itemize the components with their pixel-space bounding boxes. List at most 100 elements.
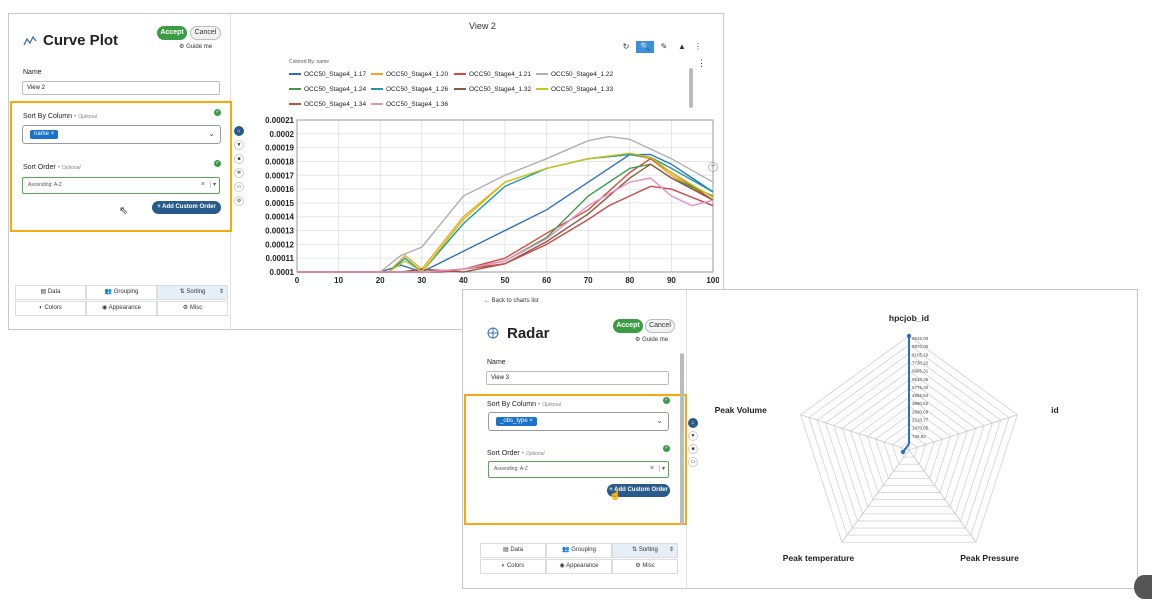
caret-down-icon[interactable]: ▾: [209, 181, 216, 188]
sort-column-chip[interactable]: name ×: [30, 130, 59, 139]
chevron-down-icon[interactable]: ⌄: [656, 416, 663, 425]
guide-me-link[interactable]: ⚙ Guide me: [635, 336, 668, 343]
sort-column-select[interactable]: name × ⌄: [22, 125, 221, 144]
radar-scale-label: 8105,10: [912, 352, 929, 357]
tab-colors[interactable]: ◐ Colors: [480, 559, 546, 574]
series-line: [297, 163, 714, 273]
legend-menu-icon[interactable]: ⋮: [697, 58, 706, 68]
x-tick-label: 40: [459, 276, 468, 285]
guide-me-label: Guide me: [186, 44, 213, 50]
curve-plot-window: Curve Plot Accept Cancel ⚙ Guide me Name…: [8, 13, 724, 330]
x-tick-label: 10: [334, 276, 343, 285]
radar-axis: [908, 414, 1018, 451]
name-label: Name: [487, 359, 506, 366]
triangle-icon[interactable]: ▲: [678, 42, 686, 51]
radar-scale-label: 2210,77: [912, 418, 929, 423]
refresh-icon[interactable]: ↻: [622, 42, 630, 51]
tab-colors[interactable]: ◐ Colors: [15, 301, 86, 316]
tab-grouping[interactable]: 👥 Grouping: [546, 543, 612, 558]
y-tick-label: 0.00015: [265, 199, 294, 208]
radar-icon: [487, 326, 499, 344]
tab-sorting[interactable]: ⇅ Sorting ⇕: [157, 285, 228, 300]
square-icon[interactable]: ■: [234, 154, 244, 164]
radar-axis-label: Peak temperature: [783, 553, 855, 563]
x-tick-label: 70: [584, 276, 593, 285]
radar-scale-label: 8870,00: [912, 344, 929, 349]
document-icon[interactable]: ▭: [688, 457, 698, 467]
chip-remove-icon: ×: [50, 131, 55, 137]
filter-icon[interactable]: ▼: [688, 431, 698, 441]
radar-scale-label: 4955,54: [912, 393, 929, 398]
x-tick-label: 20: [376, 276, 385, 285]
pen-icon[interactable]: ✎: [660, 42, 668, 51]
square-icon[interactable]: ■: [688, 444, 698, 454]
gear-icon: ⚙: [635, 563, 641, 569]
tab-data[interactable]: ▤ Data: [480, 543, 546, 558]
sort-column-check-icon: ✓: [214, 109, 221, 116]
cancel-button[interactable]: Cancel: [190, 26, 221, 40]
zoom-icon[interactable]: 🔍: [636, 41, 654, 53]
radar-ring: [858, 396, 960, 493]
tab-grouping[interactable]: 👥 Grouping: [86, 285, 157, 300]
add-custom-order-button[interactable]: + Add Custom Order: [607, 484, 670, 497]
caret-down-icon[interactable]: ▾: [658, 465, 665, 472]
clear-icon[interactable]: ×: [649, 465, 654, 472]
chevron-down-icon[interactable]: ⌄: [208, 129, 215, 138]
legend-item: OCC50_Stage4_1.24: [289, 86, 366, 93]
filter-icon[interactable]: ▼: [234, 140, 244, 150]
accept-button[interactable]: Accept: [613, 319, 643, 333]
sort-order-select[interactable]: Ascending: A-Z × ▾: [488, 461, 669, 478]
y-tick-label: 0.00021: [265, 116, 294, 125]
radar-point: [900, 449, 906, 455]
y-tick-label: 0.0002: [270, 130, 295, 139]
settings-icon[interactable]: ✲: [234, 168, 244, 178]
clear-icon[interactable]: ×: [200, 181, 205, 188]
home-icon[interactable]: ⌂: [688, 418, 698, 428]
radar-sidebar: ⌂ ▼ ■ ▭: [688, 418, 700, 474]
legend-scrollbar[interactable]: [689, 68, 693, 108]
tab-data[interactable]: ▤ Data: [15, 285, 86, 300]
guide-me-link[interactable]: ⚙ Guide me: [179, 43, 212, 50]
panel-scrollbar[interactable]: [680, 353, 684, 525]
radar-ring: [816, 353, 1002, 529]
name-input[interactable]: View 2: [22, 81, 220, 95]
gear-small-icon[interactable]: ⚙: [234, 196, 244, 206]
radar-axis-label: id: [1051, 405, 1059, 415]
line-chart[interactable]: 0 10 20 30 40 50 60 70 80 90 100 0.00021 0.0002 0.000…: [249, 114, 719, 294]
back-link[interactable]: ← Back to charts list: [484, 298, 539, 304]
radar-point: [906, 333, 912, 339]
chart-toolbar: ↻ 🔍 ✎ ▲ ⋮: [619, 41, 709, 55]
radar-scale-label: 5775,40: [912, 385, 929, 390]
accept-button[interactable]: Accept: [157, 26, 187, 40]
tab-appearance[interactable]: ◉ Appearance: [546, 559, 612, 574]
guide-me-label: Guide me: [642, 337, 669, 343]
sort-column-check-icon: ✓: [663, 397, 670, 404]
radar-scale-label: 3990,62: [912, 401, 929, 406]
radar-scale-label: 735,92: [912, 434, 926, 439]
radar-scale-label: 6995,31: [912, 369, 929, 374]
document-icon[interactable]: ▭: [234, 182, 244, 192]
tab-misc[interactable]: ⚙ Misc: [157, 301, 228, 316]
tab-misc[interactable]: ⚙ Misc: [612, 559, 678, 574]
radar-settings-panel: ← Back to charts list Radar Accept Cance…: [463, 290, 687, 589]
y-tick-label: 0.00019: [265, 144, 294, 153]
add-custom-order-button[interactable]: + Add Custom Order: [152, 201, 221, 214]
sort-order-label: Sort Order - Optional: [23, 164, 81, 171]
tab-sorting[interactable]: ⇅ Sorting ⇕: [612, 543, 678, 558]
sort-column-chip[interactable]: _obs_type ×: [496, 417, 537, 426]
cancel-button[interactable]: Cancel: [645, 319, 675, 333]
tab-appearance[interactable]: ◉ Appearance: [86, 301, 157, 316]
sort-column-select[interactable]: _obs_type × ⌄: [488, 412, 669, 431]
sort-order-select[interactable]: Ascending: A-Z × ▾: [22, 177, 220, 194]
more-icon[interactable]: ⋮: [694, 42, 702, 51]
radar-scale-label: 2990,69: [912, 409, 929, 414]
radar-ring: [875, 414, 943, 479]
radar-ring: [833, 370, 985, 515]
radar-axis-label: Peak Volume: [715, 405, 768, 415]
name-input[interactable]: View 3: [486, 371, 669, 385]
radar-axis: [800, 414, 910, 451]
name-label: Name: [23, 69, 42, 76]
sort-order-value: Ascending: A-Z: [28, 182, 62, 188]
home-icon[interactable]: ⌂: [234, 126, 244, 136]
